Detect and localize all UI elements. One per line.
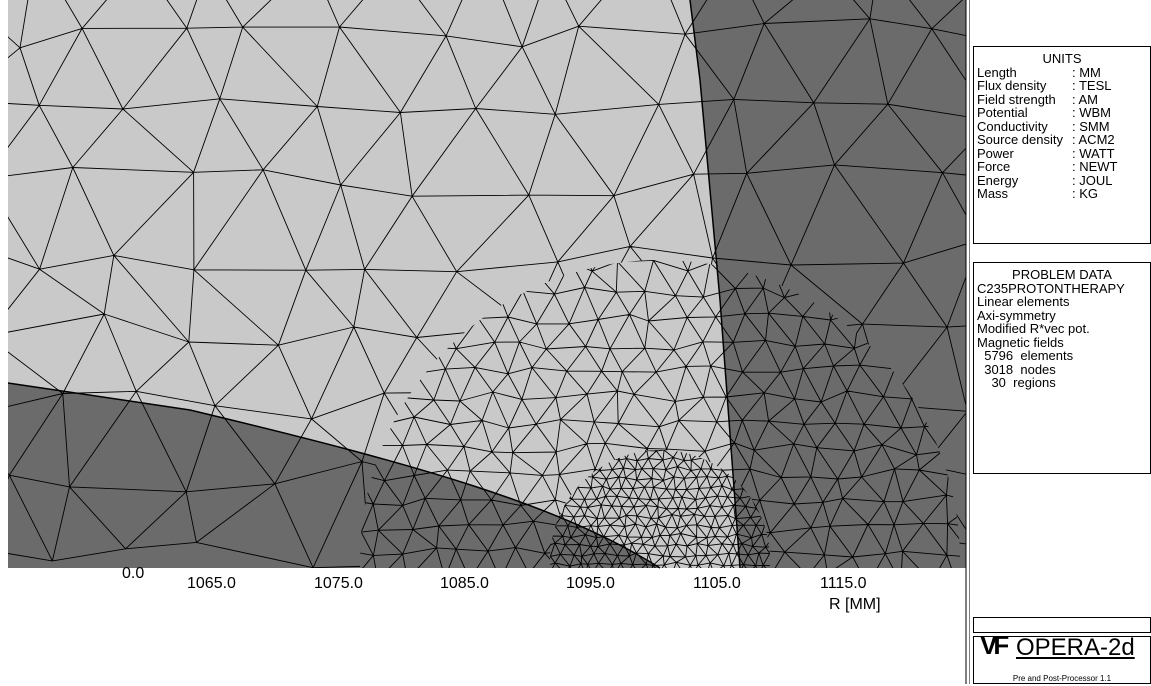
unit-value: : ACM2 <box>1072 133 1115 147</box>
unit-row: Flux density: TESL <box>974 79 1150 93</box>
unit-label: Flux density <box>977 79 1072 93</box>
problem-line: Linear elements <box>974 295 1150 309</box>
unit-value: : JOUL <box>1072 174 1112 188</box>
unit-row: Force: NEWT <box>974 160 1150 174</box>
unit-value: : TESL <box>1072 79 1112 93</box>
axis-label: R [MM] <box>829 596 881 613</box>
tick-label: 1085.0 <box>440 575 489 592</box>
logo-name: OPERA-2d <box>1016 641 1135 655</box>
panel-title: PROBLEM DATA <box>974 268 1150 282</box>
unit-row: Potential: WBM <box>974 106 1150 120</box>
logo-subtitle: Pre and Post-Processor 1.1 <box>974 672 1150 686</box>
unit-value: : KG <box>1072 187 1098 201</box>
unit-label: Power <box>977 147 1072 161</box>
problem-line: C235PROTONTHERAPY <box>974 282 1150 296</box>
unit-label: Conductivity <box>977 120 1072 134</box>
unit-value: : WBM <box>1072 106 1111 120</box>
tick-label: 1095.0 <box>566 575 615 592</box>
unit-row: Energy: JOUL <box>974 174 1150 188</box>
problem-line: 3018 nodes <box>974 363 1150 377</box>
unit-label: Potential <box>977 106 1072 120</box>
unit-label: Field strength <box>977 93 1072 107</box>
unit-row: Length: MM <box>974 66 1150 80</box>
unit-row: Power: WATT <box>974 147 1150 161</box>
problem-line: Axi-symmetry <box>974 309 1150 323</box>
unit-row: Mass: KG <box>974 187 1150 201</box>
unit-row: Conductivity: SMM <box>974 120 1150 134</box>
tick-label: 0.0 <box>122 565 144 582</box>
unit-value: : WATT <box>1072 147 1115 161</box>
mesh-view: 0.0 1065.0 1075.0 1085.0 1095.0 1105.0 1… <box>0 0 970 684</box>
problem-line: Modified R*vec pot. <box>974 322 1150 336</box>
tick-label: 1075.0 <box>314 575 363 592</box>
unit-label: Source density <box>977 133 1072 147</box>
tick-label: 1115.0 <box>820 575 867 592</box>
unit-value: : SMM <box>1072 120 1110 134</box>
unit-row: Source density: ACM2 <box>974 133 1150 147</box>
problem-line: 5796 elements <box>974 349 1150 363</box>
axis: 0.0 1065.0 1075.0 1085.0 1095.0 1105.0 1… <box>122 565 881 613</box>
tick-label: 1065.0 <box>187 575 236 592</box>
logo: VF OPERA-2d Pre and Post-Processor 1.1 <box>973 636 1151 684</box>
panel-title: UNITS <box>974 52 1150 66</box>
unit-value: : NEWT <box>1072 160 1118 174</box>
problem-line: Magnetic fields <box>974 336 1150 350</box>
unit-label: Length <box>977 66 1072 80</box>
unit-label: Mass <box>977 187 1072 201</box>
unit-label: Force <box>977 160 1072 174</box>
unit-label: Energy <box>977 174 1072 188</box>
unit-row: Field strength: AM <box>974 93 1150 107</box>
unit-value: : MM <box>1072 66 1101 80</box>
unit-value: : AM <box>1072 93 1098 107</box>
problem-line: 30 regions <box>974 376 1150 390</box>
page: 0.0 1065.0 1075.0 1085.0 1095.0 1105.0 1… <box>0 0 1151 684</box>
logo-mark: VF <box>980 639 1005 653</box>
tick-label: 1105.0 <box>693 575 741 592</box>
